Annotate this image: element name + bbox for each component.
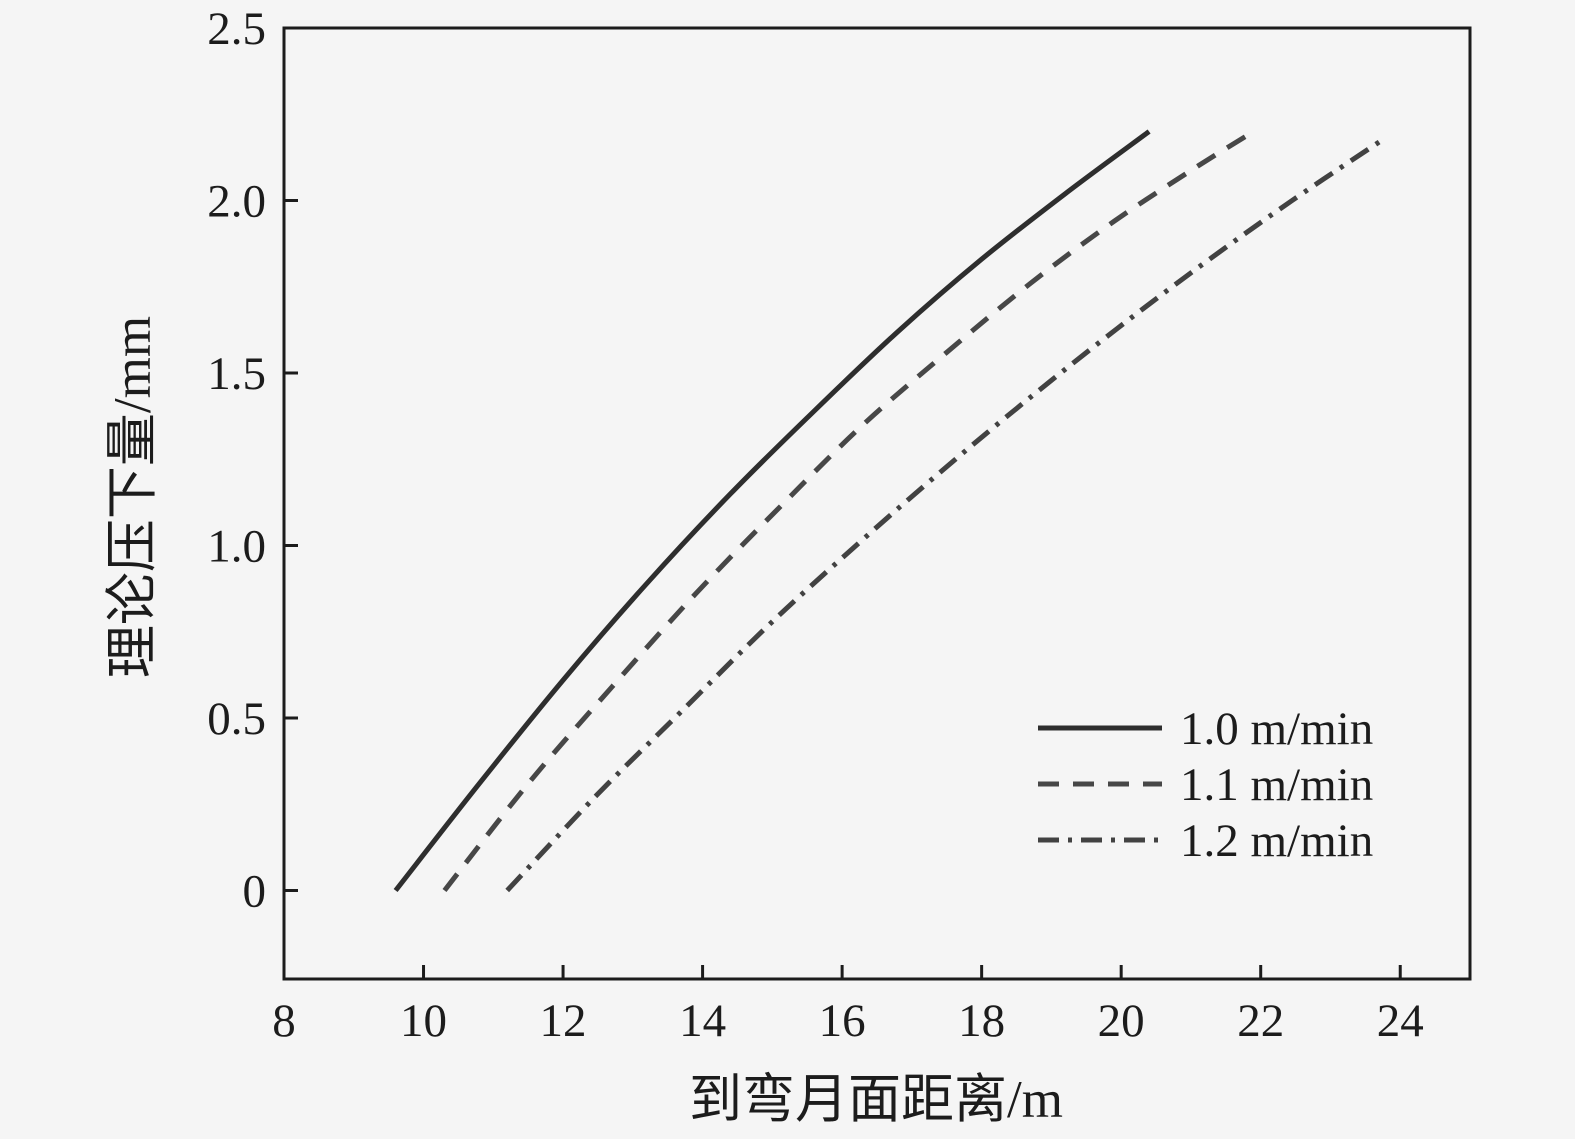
x-axis-title: 到弯月面距离/m [689, 1071, 1063, 1129]
curve-1-1-m-min [442, 129, 1256, 893]
x-tick-label: 16 [819, 995, 866, 1047]
y-tick-label: 1.0 [207, 521, 266, 573]
y-axis-title: 理论压下量/mm [104, 316, 162, 678]
y-tick-label: 0.5 [207, 693, 266, 745]
y-tick-label: 2.0 [207, 176, 266, 228]
y-tick-label: 0 [243, 866, 267, 918]
x-tick-label: 18 [958, 995, 1005, 1047]
x-tick-label: 22 [1237, 995, 1284, 1047]
x-tick-label: 10 [400, 995, 447, 1047]
legend-label: 1.0 m/min [1180, 703, 1373, 755]
curve-1-0-m-min [393, 129, 1151, 893]
legend-item: 1.2 m/min [1038, 815, 1373, 867]
x-tick-label: 8 [272, 995, 296, 1047]
x-tick-label: 12 [540, 995, 587, 1047]
y-tick-label: 2.5 [207, 3, 266, 55]
legend-label: 1.2 m/min [1180, 815, 1373, 867]
legend-item: 1.1 m/min [1038, 759, 1373, 811]
legend-label: 1.1 m/min [1180, 759, 1373, 811]
plot-frame [282, 26, 1472, 981]
x-tick-label: 24 [1377, 995, 1424, 1047]
legend-item: 1.0 m/min [1038, 703, 1373, 755]
y-tick-label: 1.5 [207, 348, 266, 400]
x-tick-label: 14 [679, 995, 726, 1047]
x-tick-label: 20 [1098, 995, 1145, 1047]
